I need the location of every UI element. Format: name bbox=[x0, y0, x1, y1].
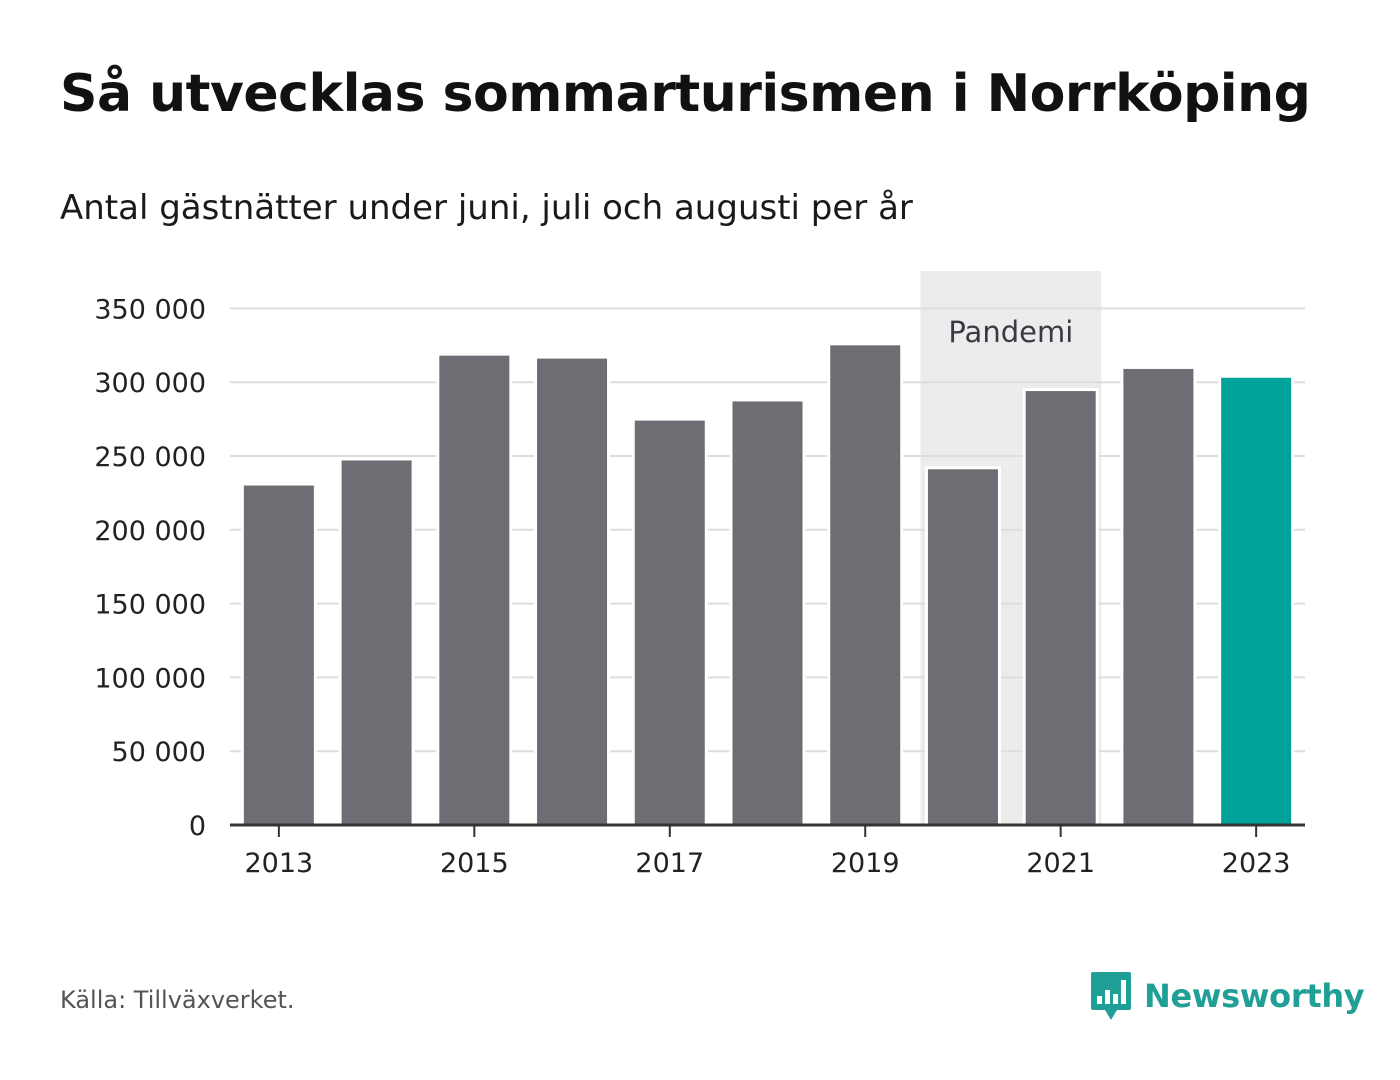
source-note: Källa: Tillväxverket. bbox=[60, 986, 295, 1014]
bar-2013 bbox=[240, 482, 317, 827]
y-tick-label: 300 000 bbox=[94, 368, 206, 399]
bar-2020 bbox=[924, 466, 1001, 827]
pandemic-band-label: Pandemi bbox=[948, 315, 1073, 349]
chart-title: Så utvecklas sommarturismen i Norrköping bbox=[60, 64, 1311, 124]
y-tick-label: 0 bbox=[189, 811, 206, 842]
newsworthy-logo: Newsworthy bbox=[1090, 970, 1365, 1022]
y-tick-label: 50 000 bbox=[112, 737, 206, 768]
x-tick-label: 2019 bbox=[831, 848, 900, 879]
y-tick-label: 350 000 bbox=[94, 294, 206, 325]
bar-2015 bbox=[436, 352, 513, 827]
logo-wordmark: Newsworthy bbox=[1144, 977, 1365, 1015]
y-tick-label: 150 000 bbox=[94, 590, 206, 621]
x-tick-label: 2013 bbox=[245, 848, 314, 879]
y-tick-label: 250 000 bbox=[94, 442, 206, 473]
y-tick-label: 100 000 bbox=[94, 663, 206, 694]
bar-2022 bbox=[1120, 365, 1197, 827]
bar-2018 bbox=[729, 398, 806, 827]
bar-2019 bbox=[827, 342, 904, 827]
x-tick-label: 2015 bbox=[440, 848, 509, 879]
chart-subtitle: Antal gästnätter under juni, juli och au… bbox=[60, 188, 913, 228]
x-tick-label: 2021 bbox=[1026, 848, 1095, 879]
chart-speech-bubble-icon bbox=[1091, 972, 1131, 1020]
bar-2016 bbox=[534, 355, 611, 827]
bar-2021 bbox=[1022, 388, 1099, 827]
bar-2023 bbox=[1218, 374, 1295, 827]
y-tick-label: 200 000 bbox=[94, 516, 206, 547]
x-tick-label: 2023 bbox=[1222, 848, 1291, 879]
x-tick-label: 2017 bbox=[635, 848, 704, 879]
bar-2017 bbox=[631, 417, 708, 827]
bar-2014 bbox=[338, 457, 415, 827]
